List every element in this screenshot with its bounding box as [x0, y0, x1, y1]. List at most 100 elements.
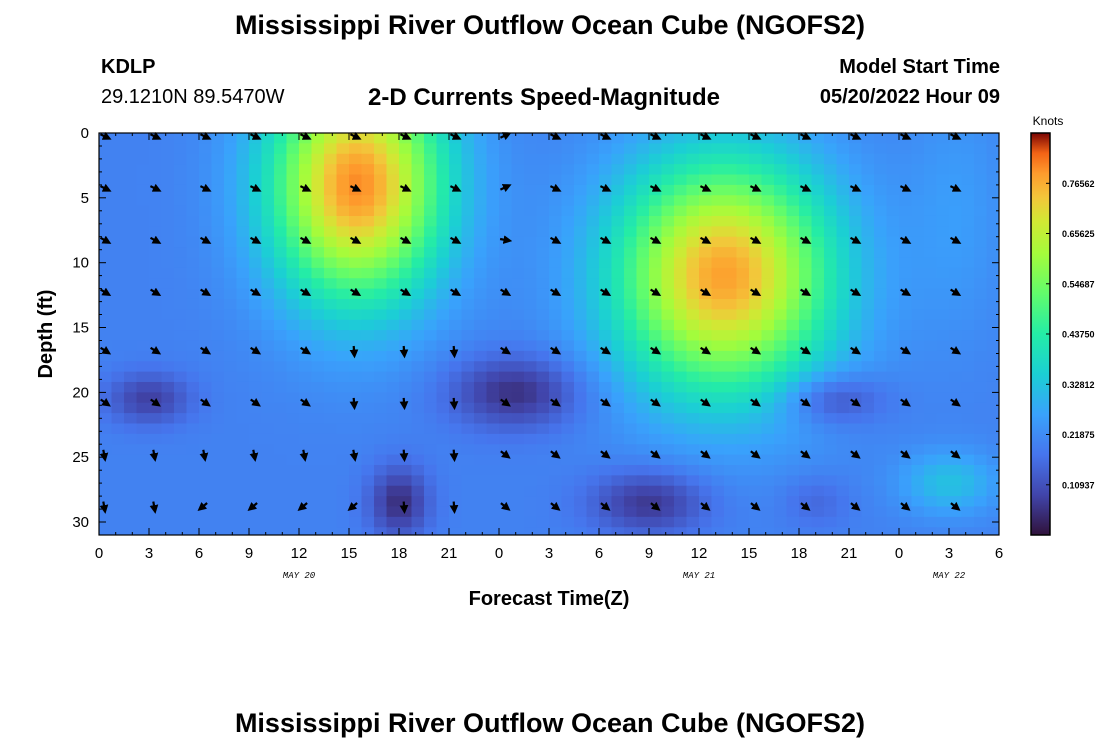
heatmap-cell — [786, 340, 800, 352]
heatmap-cell — [849, 195, 863, 207]
heatmap-cell — [761, 319, 775, 331]
current-vector — [249, 449, 259, 462]
heatmap-cell — [211, 361, 225, 373]
current-vector — [99, 131, 112, 140]
heatmap-cell — [161, 319, 175, 331]
heatmap-cell — [536, 184, 550, 196]
heatmap-cell — [936, 381, 950, 393]
heatmap-cell — [124, 402, 138, 414]
heatmap-cell — [361, 350, 375, 362]
heatmap-cell — [111, 133, 125, 144]
heatmap-cell — [336, 133, 350, 144]
current-vector — [950, 449, 961, 459]
heatmap-cell — [199, 205, 213, 217]
heatmap-cell — [449, 340, 463, 352]
heatmap-cell — [111, 516, 125, 528]
heatmap-cell — [749, 226, 763, 238]
heatmap-cell — [361, 319, 375, 331]
heatmap-cell — [786, 475, 800, 487]
heatmap-cell — [211, 413, 225, 425]
heatmap-cell — [824, 475, 838, 487]
heatmap-cell — [574, 433, 588, 445]
heatmap-cell — [524, 371, 538, 383]
heatmap-cell — [436, 454, 450, 466]
heatmap-cell — [611, 371, 625, 383]
heatmap-cell — [949, 143, 963, 155]
heatmap-cell — [699, 371, 713, 383]
heatmap-cell — [161, 464, 175, 476]
heatmap-cell — [586, 226, 600, 238]
heatmap-cell — [674, 350, 688, 362]
heatmap-cell — [799, 464, 813, 476]
heatmap-cell — [286, 226, 300, 238]
heatmap-cell — [311, 247, 325, 259]
heatmap-cell — [599, 392, 613, 404]
heatmap-cell — [449, 392, 463, 404]
heatmap-cell — [586, 475, 600, 487]
heatmap-cell — [436, 153, 450, 165]
heatmap-cell — [586, 247, 600, 259]
heatmap-cell — [886, 423, 900, 435]
heatmap-cell — [411, 184, 425, 196]
heatmap-cell — [836, 133, 850, 144]
heatmap-cell — [324, 298, 338, 310]
heatmap-cell — [311, 371, 325, 383]
heatmap-cell — [274, 236, 288, 248]
heatmap-cell — [649, 527, 663, 535]
heatmap-cell — [849, 381, 863, 393]
current-vector — [500, 397, 511, 407]
heatmap-cell — [361, 516, 375, 528]
heatmap-cell — [424, 215, 438, 227]
heatmap-cell — [686, 195, 700, 207]
heatmap-cell — [386, 413, 400, 425]
heatmap-cell — [499, 278, 513, 290]
heatmap-cell — [761, 464, 775, 476]
heatmap-cell — [99, 247, 113, 259]
heatmap-cell — [336, 309, 350, 321]
heatmap-cell — [124, 454, 138, 466]
heatmap-cell — [511, 381, 525, 393]
current-vector — [800, 397, 811, 407]
heatmap-cell — [549, 247, 563, 259]
heatmap-cell — [949, 340, 963, 352]
heatmap-cell — [661, 527, 675, 535]
heatmap-cell — [961, 392, 975, 404]
heatmap-cell — [449, 516, 463, 528]
heatmap-cell — [399, 454, 413, 466]
heatmap-cell — [536, 174, 550, 186]
heatmap-cell — [211, 184, 225, 196]
current-vector — [850, 346, 862, 355]
heatmap-cell — [636, 350, 650, 362]
heatmap-cell — [949, 475, 963, 487]
heatmap-cell — [674, 247, 688, 259]
heatmap-cell — [124, 485, 138, 497]
heatmap-cell — [649, 267, 663, 279]
heatmap-cell — [124, 319, 138, 331]
heatmap-cell — [174, 205, 188, 217]
heatmap-cell — [111, 454, 125, 466]
heatmap-cell — [211, 444, 225, 456]
heatmap-cell — [186, 350, 200, 362]
heatmap-cell — [986, 195, 999, 207]
heatmap-cell — [424, 195, 438, 207]
heatmap-cell — [961, 195, 975, 207]
heatmap-cell — [849, 402, 863, 414]
heatmap-cell — [561, 475, 575, 487]
heatmap-cell — [711, 215, 725, 227]
heatmap-cell — [349, 423, 363, 435]
heatmap-cell — [536, 278, 550, 290]
heatmap-cell — [649, 464, 663, 476]
heatmap-cell — [424, 433, 438, 445]
heatmap-cell — [761, 247, 775, 259]
heatmap-cell — [236, 309, 250, 321]
heatmap-cell — [436, 257, 450, 269]
heatmap-cell — [424, 164, 438, 176]
heatmap-cell — [299, 464, 313, 476]
heatmap-cell — [474, 319, 488, 331]
heatmap-cell — [974, 361, 988, 373]
heatmap-cell — [424, 350, 438, 362]
heatmap-cell — [199, 361, 213, 373]
heatmap-cell — [261, 413, 275, 425]
heatmap-cell — [111, 330, 125, 342]
heatmap-cell — [124, 496, 138, 508]
